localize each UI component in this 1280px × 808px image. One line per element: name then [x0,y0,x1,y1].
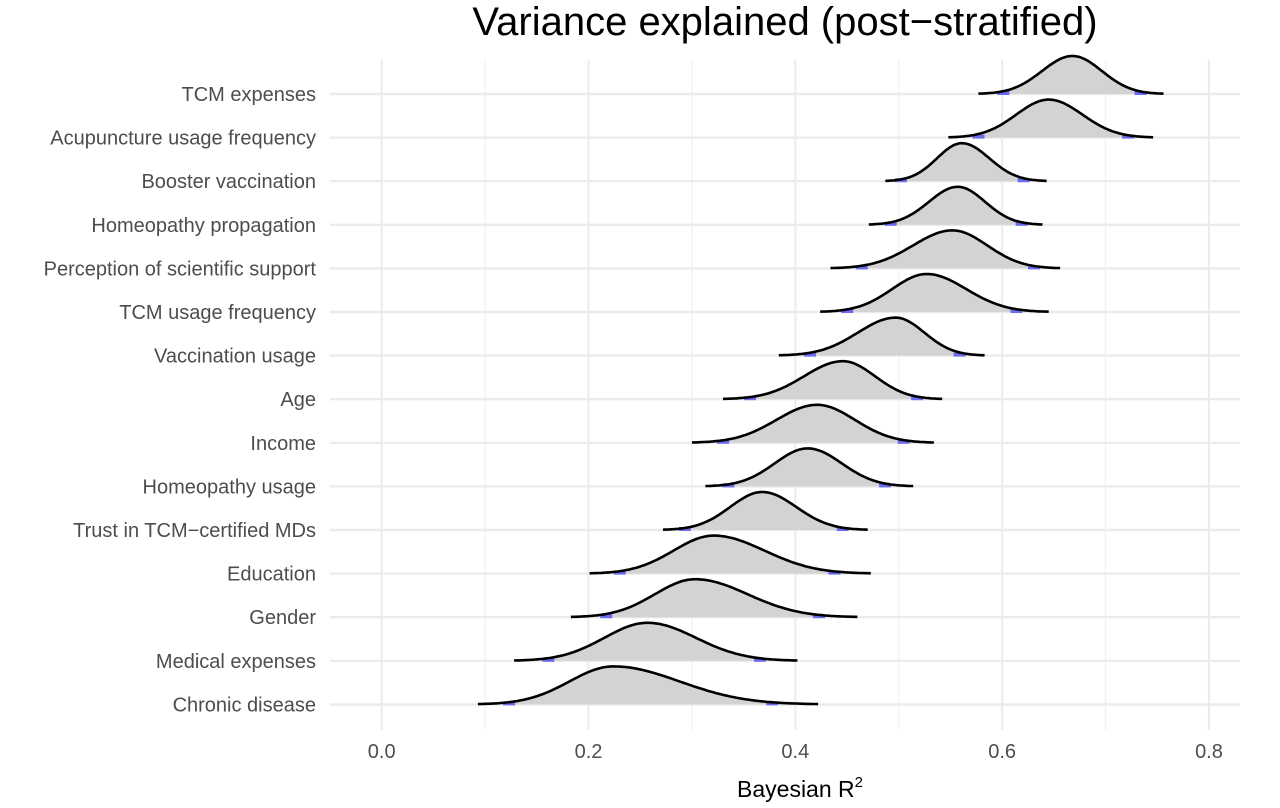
density-line [885,141,1047,183]
density-area [978,56,1164,94]
x-tick-label: 0.0 [368,741,396,763]
density-area [723,361,943,400]
density-area [691,404,934,443]
ridge-series [820,272,1049,313]
density-line [662,490,868,531]
row-label: Homeopathy propagation [91,215,316,237]
ridge-series [885,141,1047,183]
ridge-series [722,359,943,401]
ridge-series [830,229,1061,270]
row-label: Gender [249,607,316,629]
row-label: Homeopathy usage [143,476,316,498]
density-line [705,447,914,488]
density-line [778,316,985,357]
ridge-series [978,54,1164,95]
row-label: Perception of scientific support [44,258,317,280]
x-tick-label: 0.6 [988,741,1016,763]
row-label: Income [250,433,316,455]
row-label: Education [227,564,316,586]
ridges [477,54,1164,706]
x-axis-title-superscript: 2 [855,774,863,791]
ridge-series [570,577,858,619]
chart-title: Variance explained (post−stratified) [472,0,1098,44]
density-area [830,230,1061,269]
x-axis-title: Bayesian R2 [737,774,863,802]
density-line [514,621,798,662]
row-label: Vaccination usage [154,346,316,368]
density-area [570,579,858,618]
ridge-series [514,621,798,662]
density-area [820,274,1049,312]
density-line [722,359,943,401]
ridge-series [477,665,819,706]
row-labels: TCM expenses Acupuncture usage frequency B… [44,84,317,716]
density-line [978,54,1164,95]
density-line [570,577,858,619]
density-line [830,229,1061,270]
ridge-series [778,316,985,357]
density-line [868,185,1043,226]
density-area [514,622,798,661]
density-line [477,665,819,706]
density-line [820,272,1049,313]
ridge-series [589,534,871,575]
row-label: Acupuncture usage frequency [50,128,316,150]
ridge-series [948,98,1154,139]
row-label: Trust in TCM−certified MDs [73,520,316,542]
row-label: Booster vaccination [141,171,316,193]
density-area [948,99,1154,138]
x-tick-label: 0.4 [781,741,809,763]
ridge-series [662,490,868,531]
density-line [589,534,871,575]
density-area [477,666,819,705]
density-area [705,448,914,487]
density-area [589,535,871,574]
density-area [868,186,1043,225]
density-line [691,403,934,444]
row-label: TCM usage frequency [119,302,316,324]
ridge-series [705,447,914,488]
ridge-series [868,185,1043,226]
row-label: TCM expenses [182,84,317,106]
density-line [948,98,1154,139]
ridge-series [691,403,934,444]
x-axis-ticks: 0.0 0.2 0.4 0.6 0.8 [368,741,1223,763]
row-label: Chronic disease [173,694,316,716]
row-label: Age [280,389,316,411]
density-area [778,317,985,356]
density-area [663,492,868,530]
row-label: Medical expenses [156,651,316,673]
x-tick-label: 0.2 [575,741,603,763]
density-area [885,143,1047,182]
x-tick-label: 0.8 [1195,741,1223,763]
